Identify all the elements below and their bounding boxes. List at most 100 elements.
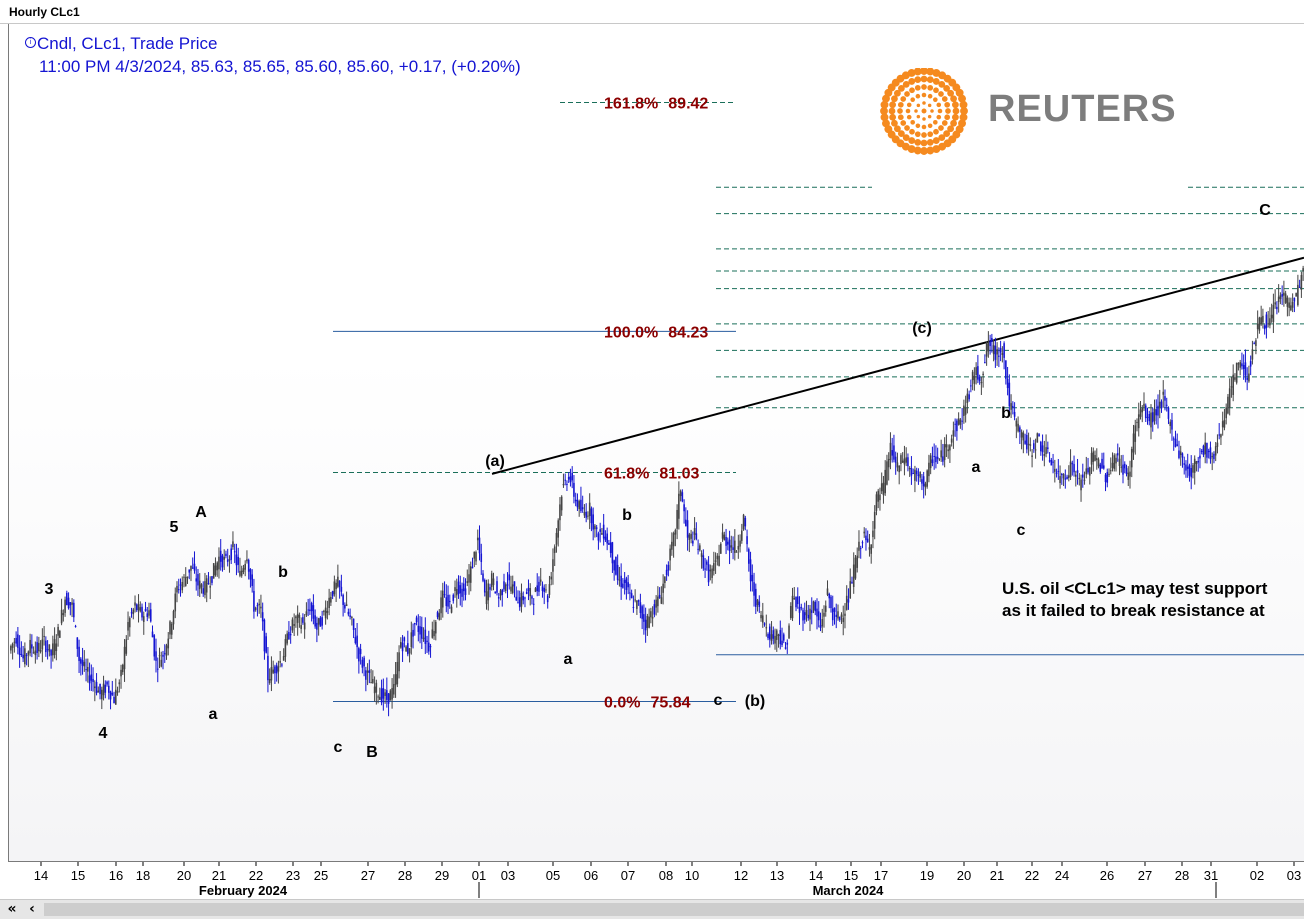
candle-body xyxy=(573,482,575,497)
candle-body xyxy=(634,599,636,601)
x-tick-label: 15 xyxy=(71,868,85,883)
chart-plot-area[interactable] xyxy=(8,24,1304,862)
candle-body xyxy=(237,556,239,565)
candle-body xyxy=(316,622,318,630)
candle-body xyxy=(917,474,920,477)
candle-body xyxy=(805,609,808,616)
candle-body xyxy=(879,494,881,501)
candle-body xyxy=(1164,396,1166,401)
candle-body xyxy=(211,576,213,583)
candle-body xyxy=(263,619,266,652)
candle-body xyxy=(751,574,754,582)
candle-body xyxy=(480,553,483,563)
candle-body xyxy=(384,692,386,697)
candle-body xyxy=(627,582,629,588)
candle-body xyxy=(1047,447,1049,449)
scroll-left-icon[interactable]: ‹ xyxy=(29,901,35,917)
candle-body xyxy=(828,593,831,599)
candle-body xyxy=(641,606,643,619)
wave-label: c xyxy=(714,692,723,709)
candle-body xyxy=(730,545,733,548)
candle-body xyxy=(777,634,780,636)
candle-body xyxy=(132,609,135,615)
candle-body xyxy=(940,450,942,458)
candle-body xyxy=(657,596,659,607)
candle-body xyxy=(992,345,995,355)
candle-body xyxy=(1206,442,1208,458)
candle-body xyxy=(903,458,906,465)
candle-body xyxy=(223,556,226,560)
candle-body xyxy=(387,693,390,704)
candle-body xyxy=(142,616,145,622)
x-tick-label: 07 xyxy=(621,868,635,883)
candle-body xyxy=(929,455,932,469)
candle-body xyxy=(412,629,414,637)
candle-body xyxy=(926,470,928,487)
candle-body xyxy=(741,530,743,541)
candle-body xyxy=(29,639,31,654)
candle-body xyxy=(1211,456,1213,458)
scrollbar-thumb[interactable] xyxy=(44,903,1304,916)
candle-body xyxy=(716,555,719,560)
candle-body xyxy=(595,527,598,530)
x-tick-label: 28 xyxy=(398,868,412,883)
candle-body xyxy=(887,458,890,468)
candle-body xyxy=(781,640,783,646)
x-tick-label: 05 xyxy=(546,868,560,883)
candle-body xyxy=(1090,452,1093,465)
candle-body xyxy=(270,667,273,681)
candle-body xyxy=(779,630,782,645)
candle-body xyxy=(700,553,703,557)
candle-body xyxy=(1269,318,1271,326)
x-tick-label: 12 xyxy=(734,868,748,883)
candle-body xyxy=(478,537,481,554)
candle-body xyxy=(50,650,52,656)
candle-body xyxy=(1179,451,1182,456)
candle-body xyxy=(604,536,607,541)
candle-body xyxy=(1283,292,1285,296)
wave-label: b xyxy=(1001,405,1011,422)
candle-body xyxy=(768,626,771,640)
candle-body xyxy=(816,608,818,617)
candle-body xyxy=(821,619,824,627)
candle-body xyxy=(331,591,334,597)
candle-body xyxy=(910,467,913,476)
candle-body xyxy=(1298,286,1301,288)
candle-body xyxy=(455,589,458,596)
candle-body xyxy=(998,355,1000,357)
candle-body xyxy=(1075,474,1077,477)
candle-body xyxy=(333,581,336,595)
candle-body xyxy=(1188,465,1191,476)
candle-body xyxy=(34,650,37,656)
candle-body xyxy=(938,458,941,460)
candle-body xyxy=(1041,445,1044,453)
fib-value: 81.03 xyxy=(659,466,699,483)
candle-body xyxy=(1230,386,1233,388)
candle-body xyxy=(1116,453,1119,456)
candle-body xyxy=(186,576,189,578)
candle-body xyxy=(1068,475,1070,479)
candle-body xyxy=(1171,419,1173,430)
candle-body xyxy=(702,555,705,569)
scroll-first-icon[interactable]: « xyxy=(7,901,17,917)
candle-body xyxy=(226,559,229,562)
info-icon[interactable]: i xyxy=(25,37,36,48)
candle-body xyxy=(982,373,984,376)
candle-body xyxy=(92,678,94,683)
candle-body xyxy=(373,686,376,694)
candle-body xyxy=(1192,465,1194,473)
horizontal-scrollbar[interactable]: « ‹ xyxy=(0,899,1304,919)
fib-value: 89.42 xyxy=(668,96,708,113)
candle-body xyxy=(235,554,238,566)
candle-body xyxy=(361,659,364,668)
candle-body xyxy=(314,615,316,627)
x-tick-label: 24 xyxy=(1055,868,1069,883)
candle-body xyxy=(803,612,806,620)
candle-body xyxy=(1066,476,1068,479)
candle-body xyxy=(541,586,544,591)
fib-level-label: 161.8% 89.42 xyxy=(604,96,708,113)
candle-body xyxy=(515,596,518,601)
candle-body xyxy=(20,653,23,655)
candle-body xyxy=(968,394,970,400)
candle-body xyxy=(922,476,925,487)
